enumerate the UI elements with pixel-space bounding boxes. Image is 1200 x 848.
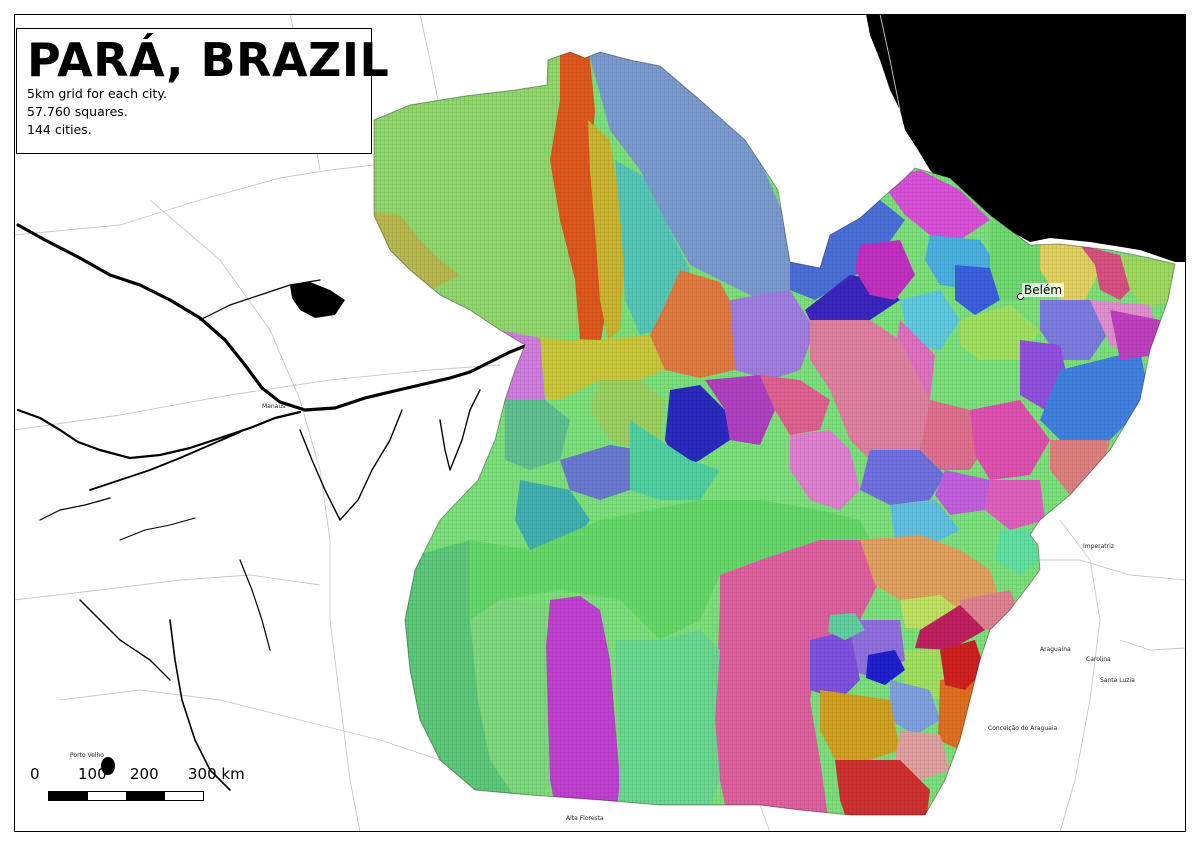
- para-outline: [373, 51, 1176, 816]
- scale-segment: [164, 792, 203, 800]
- info-line: 144 cities.: [27, 122, 92, 137]
- scale-segment: [126, 792, 165, 800]
- scale-bar: [48, 791, 204, 801]
- place-label: Carolina: [1086, 656, 1111, 663]
- scale-tick-label: 100: [78, 765, 107, 783]
- legend-box: PARÁ, BRAZIL 5km grid for each city. 57.…: [16, 28, 389, 154]
- info-line: 5km grid for each city.: [27, 86, 167, 101]
- place-label: Porto Velho: [70, 752, 104, 759]
- scale-segment: [87, 792, 126, 800]
- place-label: Manaus: [262, 403, 286, 410]
- ocean: [866, 14, 1186, 262]
- scale-tick-label: 0: [30, 765, 40, 783]
- place-label: Santa Luzia: [1100, 677, 1135, 684]
- scale-segment: [49, 792, 88, 800]
- place-label: Alta Floresta: [566, 815, 604, 822]
- map-title: PARÁ, BRAZIL: [27, 33, 390, 87]
- scale-tick-label: 300 km: [188, 765, 245, 783]
- place-label: Imperatriz: [1083, 543, 1114, 550]
- place-label: Araguaína: [1040, 646, 1071, 653]
- city-label: Belém: [1022, 283, 1065, 297]
- scale-tick-label: 200: [130, 765, 159, 783]
- place-label: Conceição do Araguaia: [988, 725, 1058, 732]
- info-line: 57.760 squares.: [27, 104, 128, 119]
- reservoir: [101, 282, 345, 775]
- rivers: [16, 223, 527, 791]
